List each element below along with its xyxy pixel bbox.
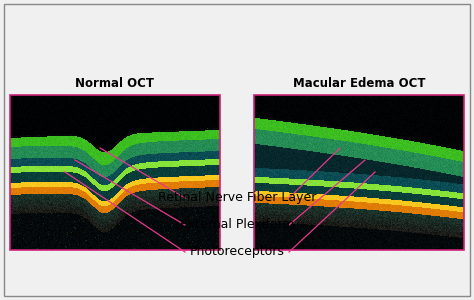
Text: Retinal Nerve Fiber Layer: Retinal Nerve Fiber Layer	[158, 191, 316, 205]
Text: External Plexiform: External Plexiform	[180, 218, 294, 232]
Bar	[254, 95, 464, 250]
Text: Macular Edema OCT: Macular Edema OCT	[293, 77, 425, 90]
Text: Photoreceptors: Photoreceptors	[190, 245, 284, 259]
Text: Normal OCT: Normal OCT	[75, 77, 155, 90]
Bar	[10, 95, 220, 250]
